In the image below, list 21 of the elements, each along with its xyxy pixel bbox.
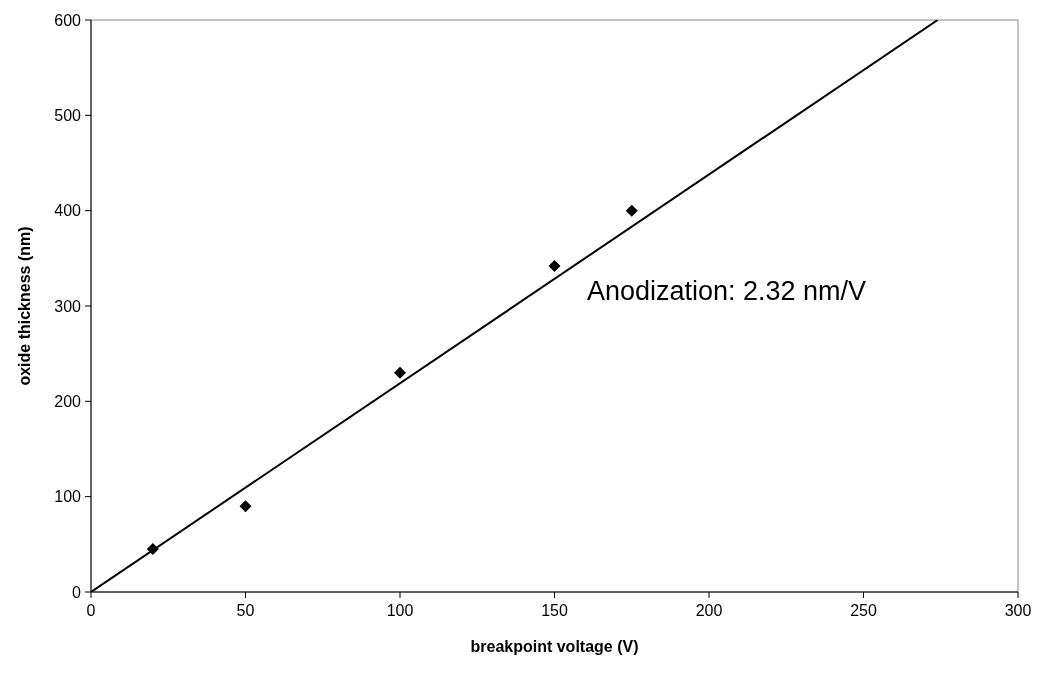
x-tick-label: 200	[695, 602, 723, 619]
y-axis-title: oxide thickness (nm)	[16, 226, 33, 386]
y-tick-label: 0	[72, 583, 82, 601]
point	[394, 366, 406, 379]
y-tick-label: 300	[54, 297, 82, 315]
x-tick-label: 250	[850, 602, 877, 619]
annotation: Anodization: 2.32 nm/V	[586, 276, 867, 307]
x-tick-label: 0	[86, 602, 96, 619]
x-tick-label: 50	[236, 602, 255, 619]
x-tick-label: 100	[386, 602, 414, 619]
y-tick-label: 500	[54, 106, 82, 124]
x-tick-label: 300	[1004, 602, 1032, 619]
point	[239, 500, 252, 513]
point	[625, 204, 638, 217]
y-tick-label: 400	[54, 202, 82, 220]
point	[548, 259, 561, 272]
y-tick-label: 600	[54, 11, 82, 29]
x-axis-title: breakpoint voltage (V)	[470, 638, 639, 655]
x-tick-label: 150	[541, 602, 568, 619]
y-tick-label: 200	[54, 392, 82, 410]
y-tick-label: 100	[54, 488, 82, 506]
